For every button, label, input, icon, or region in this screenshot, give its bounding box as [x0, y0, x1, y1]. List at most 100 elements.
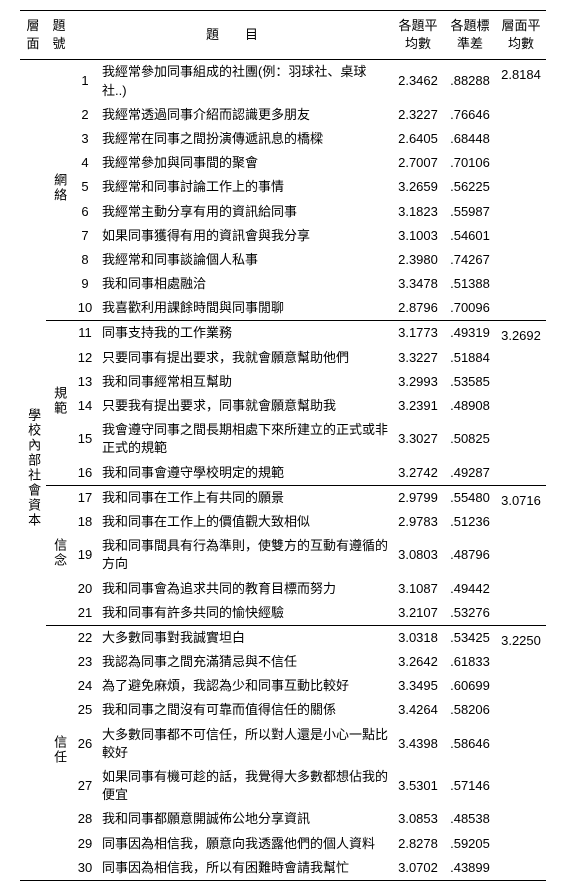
item-text: 我經常主動分享有用的資訊給同事 — [98, 200, 392, 224]
item-text: 我和同事經常相互幫助 — [98, 370, 392, 394]
item-text: 大多數同事都不可信任，所以對人還是小心一點比較好 — [98, 723, 392, 765]
item-number: 20 — [72, 577, 98, 601]
item-number: 8 — [72, 248, 98, 272]
big-dimension: 學校內部社會資本 — [20, 60, 46, 881]
item-mean: 2.9799 — [392, 485, 444, 510]
item-sd: .54601 — [444, 224, 496, 248]
item-text: 我經常參加同事組成的社團(例：羽球社、桌球社..) — [98, 60, 392, 103]
item-mean: 3.3027 — [392, 418, 444, 460]
group-label: 信念 — [46, 485, 72, 625]
item-sd: .51236 — [444, 510, 496, 534]
item-mean: 2.9783 — [392, 510, 444, 534]
item-number: 21 — [72, 601, 98, 626]
dimension-mean: 3.2692 — [496, 321, 546, 485]
item-number: 12 — [72, 346, 98, 370]
item-number: 6 — [72, 200, 98, 224]
item-sd: .48908 — [444, 394, 496, 418]
item-number: 22 — [72, 625, 98, 650]
item-sd: .51884 — [444, 346, 496, 370]
item-number: 2 — [72, 103, 98, 127]
item-number: 11 — [72, 321, 98, 346]
item-mean: 2.8278 — [392, 832, 444, 856]
item-mean: 3.0702 — [392, 856, 444, 881]
item-number: 1 — [72, 60, 98, 103]
item-sd: .88288 — [444, 60, 496, 103]
item-text: 我認為同事之間充滿猜忌與不信任 — [98, 650, 392, 674]
item-sd: .58646 — [444, 723, 496, 765]
item-text: 只要我有提出要求，同事就會願意幫助我 — [98, 394, 392, 418]
item-mean: 2.8796 — [392, 296, 444, 321]
item-mean: 3.3227 — [392, 346, 444, 370]
item-sd: .51388 — [444, 272, 496, 296]
item-sd: .74267 — [444, 248, 496, 272]
group-label: 信任 — [46, 625, 72, 880]
item-mean: 3.1823 — [392, 200, 444, 224]
item-sd: .56225 — [444, 175, 496, 199]
item-sd: .49319 — [444, 321, 496, 346]
item-mean: 3.2391 — [392, 394, 444, 418]
item-mean: 3.3478 — [392, 272, 444, 296]
item-mean: 3.2659 — [392, 175, 444, 199]
item-sd: .53585 — [444, 370, 496, 394]
item-number: 24 — [72, 674, 98, 698]
item-sd: .48796 — [444, 534, 496, 576]
item-text: 我經常和同事談論個人私事 — [98, 248, 392, 272]
item-mean: 3.0318 — [392, 625, 444, 650]
item-text: 同事支持我的工作業務 — [98, 321, 392, 346]
item-number: 9 — [72, 272, 98, 296]
item-number: 5 — [72, 175, 98, 199]
item-text: 同事因為相信我，願意向我透露他們的個人資料 — [98, 832, 392, 856]
item-text: 我會遵守同事之間長期相處下來所建立的正式或非正式的規範 — [98, 418, 392, 460]
item-sd: .68448 — [444, 127, 496, 151]
item-text: 我喜歡利用課餘時間與同事閒聊 — [98, 296, 392, 321]
item-text: 我和同事都願意開誠佈公地分享資訊 — [98, 807, 392, 831]
item-number: 13 — [72, 370, 98, 394]
item-number: 29 — [72, 832, 98, 856]
item-number: 17 — [72, 485, 98, 510]
item-sd: .58206 — [444, 698, 496, 722]
item-mean: 2.3980 — [392, 248, 444, 272]
item-number: 27 — [72, 765, 98, 807]
item-text: 我經常和同事討論工作上的事情 — [98, 175, 392, 199]
item-sd: .55987 — [444, 200, 496, 224]
item-text: 我和同事在工作上有共同的願景 — [98, 485, 392, 510]
item-sd: .53425 — [444, 625, 496, 650]
item-sd: .50825 — [444, 418, 496, 460]
item-mean: 3.2642 — [392, 650, 444, 674]
item-text: 我經常在同事之間扮演傳遞訊息的橋樑 — [98, 127, 392, 151]
item-number: 23 — [72, 650, 98, 674]
item-sd: .48538 — [444, 807, 496, 831]
group-label: 網絡 — [46, 60, 72, 321]
item-mean: 3.1087 — [392, 577, 444, 601]
item-text: 我經常透過同事介紹而認識更多朋友 — [98, 103, 392, 127]
item-number: 7 — [72, 224, 98, 248]
dimension-mean: 3.2250 — [496, 625, 546, 880]
item-number: 25 — [72, 698, 98, 722]
item-mean: 3.2993 — [392, 370, 444, 394]
item-number: 26 — [72, 723, 98, 765]
item-number: 15 — [72, 418, 98, 460]
item-sd: .70106 — [444, 151, 496, 175]
item-mean: 2.6405 — [392, 127, 444, 151]
item-mean: 3.5301 — [392, 765, 444, 807]
item-sd: .55480 — [444, 485, 496, 510]
hdr-mean: 各題平均數 — [392, 11, 444, 60]
item-sd: .61833 — [444, 650, 496, 674]
item-text: 大多數同事對我誠實坦白 — [98, 625, 392, 650]
item-number: 16 — [72, 461, 98, 486]
hdr-dmean: 層面平均數 — [496, 11, 546, 60]
item-mean: 3.1003 — [392, 224, 444, 248]
item-mean: 2.3462 — [392, 60, 444, 103]
item-sd: .49442 — [444, 577, 496, 601]
item-text: 如果同事有機可趁的話，我覺得大多數都想佔我的便宜 — [98, 765, 392, 807]
dimension-mean: 2.8184 — [496, 60, 546, 321]
item-text: 我和同事會為追求共同的教育目標而努力 — [98, 577, 392, 601]
item-sd: .70096 — [444, 296, 496, 321]
item-mean: 3.0853 — [392, 807, 444, 831]
item-mean: 3.4264 — [392, 698, 444, 722]
item-text: 如果同事獲得有用的資訊會與我分享 — [98, 224, 392, 248]
item-text: 我和同事有許多共同的愉快經驗 — [98, 601, 392, 626]
item-text: 同事因為相信我，所以有困難時會請我幫忙 — [98, 856, 392, 881]
item-text: 我經常參加與同事間的聚會 — [98, 151, 392, 175]
item-sd: .59205 — [444, 832, 496, 856]
